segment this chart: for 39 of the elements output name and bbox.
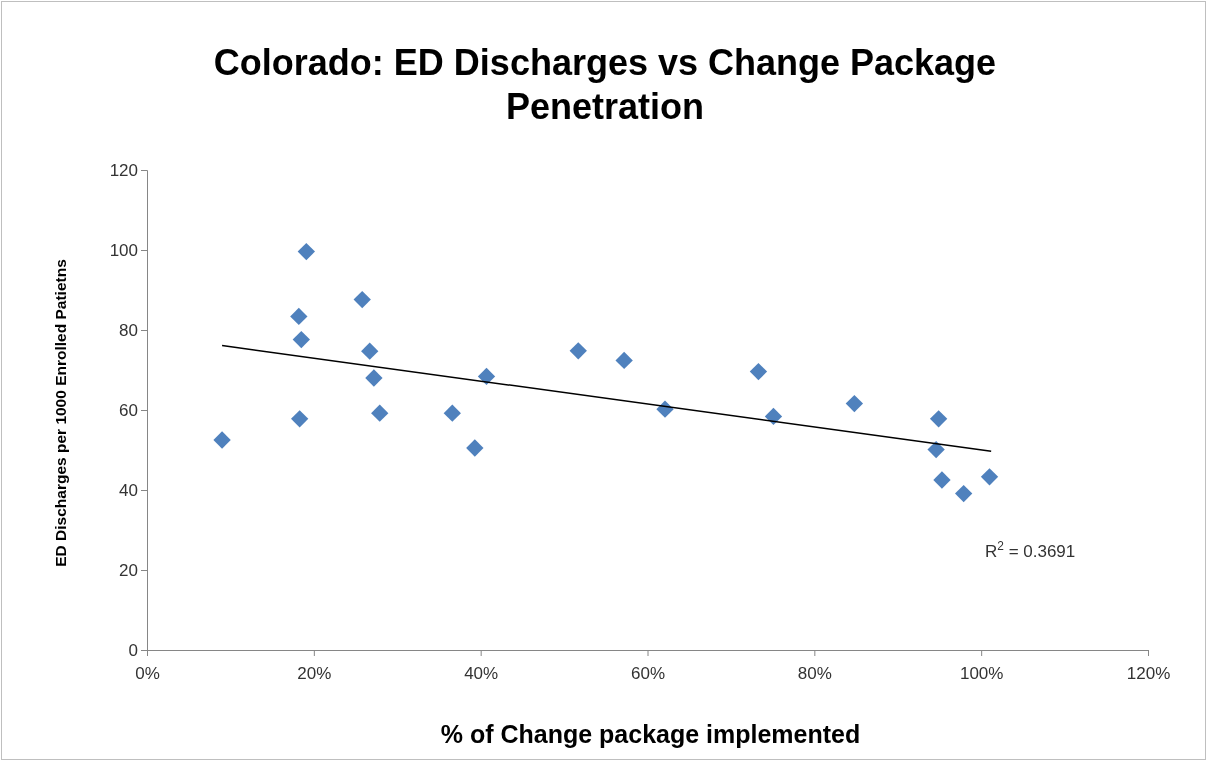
- x-tick-label: 60%: [630, 664, 666, 684]
- point: [954, 484, 973, 503]
- y-tick-label: 100: [109, 240, 138, 260]
- point: [353, 290, 371, 309]
- point: [845, 394, 864, 413]
- point: [929, 410, 948, 428]
- point: [297, 242, 315, 261]
- x-tick-label: 40%: [464, 664, 499, 684]
- x-tick-label: 20%: [297, 664, 332, 684]
- point: [477, 367, 496, 386]
- point: [569, 342, 587, 360]
- y-tick-label: 40: [119, 480, 138, 500]
- y-axis-title: ED Discharges per 1000 Enrolled Patietns: [52, 259, 69, 567]
- chart-title: Colorado: ED Discharges vs Change Package Penetration: [213, 42, 997, 127]
- point: [365, 369, 383, 387]
- y-tick-label: 20: [119, 560, 138, 580]
- point: [980, 468, 999, 486]
- y-tick-label: 60: [119, 400, 138, 420]
- point: [466, 439, 484, 457]
- x-tick-label: 80%: [797, 664, 832, 684]
- point: [361, 342, 379, 360]
- point: [443, 404, 461, 422]
- y-tick-label: 80: [119, 320, 138, 340]
- point: [290, 307, 308, 326]
- x-tick-label: 120%: [1126, 664, 1171, 684]
- point: [933, 471, 951, 489]
- x-tick-label: 100%: [959, 664, 1004, 684]
- annotation: R$^{2}$ = 0.3691: [985, 539, 1076, 561]
- point: [290, 410, 309, 428]
- x-axis-title: % of Change package implemented: [440, 720, 861, 748]
- point: [292, 330, 310, 349]
- point: [371, 404, 389, 422]
- point: [213, 431, 231, 449]
- point: [927, 440, 945, 459]
- x-tick-label: 0%: [135, 664, 160, 684]
- y-tick-label: 0: [128, 640, 138, 660]
- y-tick-label: 120: [109, 160, 138, 180]
- point: [615, 351, 633, 370]
- point: [749, 362, 768, 381]
